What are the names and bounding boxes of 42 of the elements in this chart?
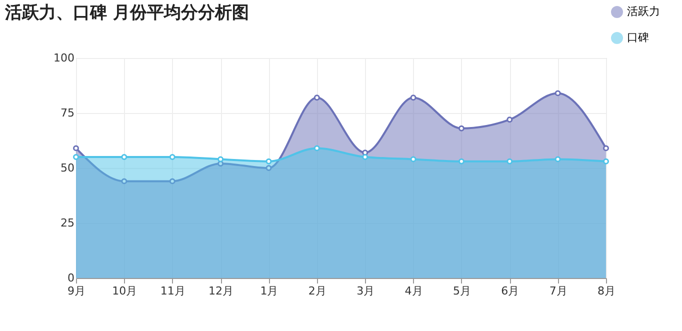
y-tick-label: 25 [60,216,74,230]
point [314,145,320,152]
y-tick-label: 50 [60,162,74,174]
y-tick-label: 100 [54,52,74,64]
x-tick-label: 8月 [598,284,616,298]
point [458,158,464,164]
y-tick-label: 75 [60,106,74,120]
legend-label: 口碑 [627,31,649,44]
legend-label: 活跃力 [627,5,660,18]
point [266,158,272,164]
point [458,125,464,132]
point [121,178,128,184]
point [603,158,609,164]
chart-title: 活跃力、口碑 月份平均分分析图 [4,3,249,23]
point [410,94,416,101]
x-tick-label: 12月 [208,284,234,298]
point [506,158,513,164]
point [362,154,368,160]
x-tick-label: 1月 [260,284,278,298]
x-tick-label: 3月 [356,284,375,298]
point [314,94,320,101]
point [554,156,561,162]
x-tick-label: 11月 [160,284,186,298]
point [121,154,128,160]
point [266,165,272,171]
x-tick-label: 6月 [501,284,520,298]
point [169,154,176,160]
x-tick-label: 7月 [549,284,568,298]
point [169,178,176,184]
x-tick-label: 9月 [68,284,86,298]
point [603,145,609,152]
point [554,90,561,96]
point [218,156,224,162]
point [73,154,79,160]
point [410,156,416,162]
point [506,116,513,123]
y-tick-label: 0 [68,272,74,284]
x-tick-label: 4月 [404,284,423,298]
x-tick-label: 2月 [308,284,326,298]
x-tick-label: 5月 [452,284,471,298]
x-tick-label: 10月 [112,284,138,298]
point [73,145,79,152]
